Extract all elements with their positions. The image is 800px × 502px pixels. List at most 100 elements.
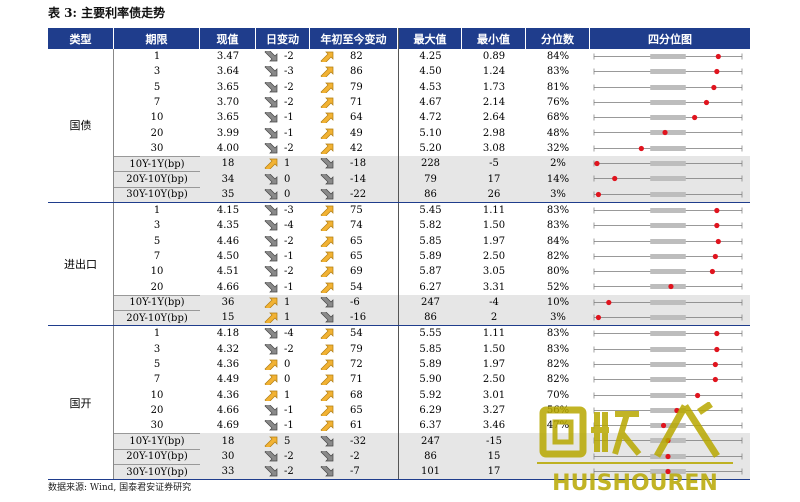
ytd-change-cell: 61 [310, 418, 398, 434]
min-cell: 2.98 [482, 127, 506, 139]
min-cell: 3.05 [482, 266, 506, 278]
ytd-change-cell: 79 [310, 342, 398, 358]
percentile-cell: 83% [546, 220, 570, 232]
term-cell: 10Y-1Y(bp) [114, 156, 200, 171]
table-row: 1 3.47 -2 82 4.25 0.89 84% [114, 48, 750, 65]
daily-change-cell: 0 [256, 372, 310, 388]
section-label: 进出口 [48, 202, 114, 326]
max-cell: 79 [398, 171, 462, 187]
max-cell: 5.92 [398, 387, 462, 403]
table-row: 20Y-10Y(bp) 15 1 -16 86 2 3% [114, 309, 750, 326]
down-arrow-icon [264, 94, 278, 108]
quartile-chart-cell [590, 295, 750, 310]
quartile-chart-cell [590, 203, 750, 218]
term-cell: 5 [153, 81, 161, 93]
quartile-chart-cell [590, 464, 750, 479]
ytd-change-cell: 71 [310, 95, 398, 111]
max-cell: 6.27 [398, 279, 462, 295]
percentile-marker [712, 253, 718, 259]
min-cell: 3.27 [482, 404, 506, 416]
percentile-marker [703, 99, 710, 105]
ytd-change-cell: 72 [310, 357, 398, 373]
current-cell: 4.50 [216, 251, 240, 262]
min-cell: 3.31 [482, 281, 506, 293]
up-arrow-icon [264, 436, 278, 450]
ytd-change-cell: 49 [310, 125, 398, 142]
ytd-change-cell: 65 [310, 403, 398, 419]
percentile-marker [712, 377, 718, 383]
max-cell: 4.72 [398, 110, 462, 126]
table-row: 20Y-10Y(bp) 30 -2 -2 86 15 [114, 448, 750, 465]
max-cell: 228 [398, 156, 462, 172]
max-cell: 4.53 [398, 79, 462, 95]
current-cell: 4.49 [216, 374, 240, 386]
table-row: 3 3.64 -3 86 4.50 1.24 83% [114, 63, 750, 80]
current-cell: 4.00 [216, 142, 240, 154]
percentile-cell: 84% [546, 235, 570, 247]
quartile-chart-cell [590, 125, 750, 140]
percentile-cell: 3% [550, 188, 566, 200]
term-cell: 7 [153, 374, 161, 386]
quartile-chart-cell [590, 234, 750, 249]
term-cell: 3 [153, 343, 161, 355]
down-arrow-icon [264, 125, 278, 139]
quartile-chart-cell [590, 372, 750, 387]
header-min: 最小值 [462, 28, 526, 49]
table-row: 10 4.36 1 68 5.92 3.01 70% [114, 387, 750, 404]
up-arrow-icon [320, 205, 334, 219]
max-cell: 5.82 [398, 218, 462, 234]
header-ytd-change: 年初至今变动 [310, 28, 398, 49]
daily-change-cell: 1 [256, 310, 310, 326]
quartile-chart-cell [590, 357, 750, 372]
ytd-change-cell: 75 [310, 203, 398, 219]
watermark-logo: HUISHOUREN [535, 401, 735, 498]
max-cell: 5.87 [398, 264, 462, 280]
down-arrow-icon [264, 341, 278, 355]
table-row: 20 4.66 -1 54 6.27 3.31 52% [114, 279, 750, 296]
down-arrow-icon [320, 448, 334, 462]
current-cell: 35 [221, 188, 235, 200]
table-row: 7 3.70 -2 71 4.67 2.14 76% [114, 94, 750, 111]
table-row: 30 4.00 -2 42 5.20 3.08 32% [114, 140, 750, 157]
quartile-chart-cell [590, 110, 750, 125]
up-arrow-icon [320, 266, 334, 280]
ytd-change-cell: -6 [310, 294, 398, 310]
down-arrow-icon [264, 402, 278, 416]
down-arrow-icon [320, 155, 334, 169]
min-cell: 17 [487, 466, 501, 478]
current-cell: 4.51 [216, 266, 240, 278]
max-cell: 5.20 [398, 140, 462, 157]
header-max: 最大值 [398, 28, 462, 49]
header-type: 类型 [48, 28, 114, 49]
percentile-cell: 3% [550, 312, 566, 324]
percentile-cell: 82% [546, 374, 570, 386]
current-cell: 4.15 [216, 205, 240, 217]
percentile-marker [712, 361, 718, 368]
quartile-chart-cell [590, 249, 750, 264]
current-cell: 3.65 [216, 81, 240, 93]
percentile-marker [692, 115, 698, 121]
min-cell: 26 [487, 188, 501, 200]
down-arrow-icon [264, 140, 278, 154]
quartile-chart-cell [590, 310, 750, 325]
daily-change-cell: -1 [256, 125, 310, 140]
term-cell: 10Y-1Y(bp) [114, 294, 200, 310]
header-current: 现值 [200, 28, 256, 49]
down-arrow-icon [264, 263, 278, 277]
daily-change-cell: 1 [256, 295, 310, 311]
table-row: 30Y-10Y(bp) 35 0 -22 86 26 3% [114, 186, 750, 202]
term-cell: 10Y-1Y(bp) [114, 433, 200, 448]
down-arrow-icon [320, 186, 334, 200]
term-cell: 20 [150, 404, 164, 416]
percentile-cell: 47% [546, 420, 570, 432]
min-cell: 1.97 [482, 359, 506, 371]
up-arrow-icon [320, 344, 334, 358]
max-cell: 5.45 [398, 202, 462, 219]
term-cell: 10 [150, 266, 164, 278]
percentile-marker [695, 392, 701, 398]
min-cell: 2.50 [482, 374, 506, 386]
percentile-marker [665, 453, 671, 459]
table-row: 5 4.36 0 72 5.89 1.97 82% [114, 356, 750, 373]
quartile-chart-cell [590, 80, 750, 95]
percentile-marker [665, 468, 671, 475]
